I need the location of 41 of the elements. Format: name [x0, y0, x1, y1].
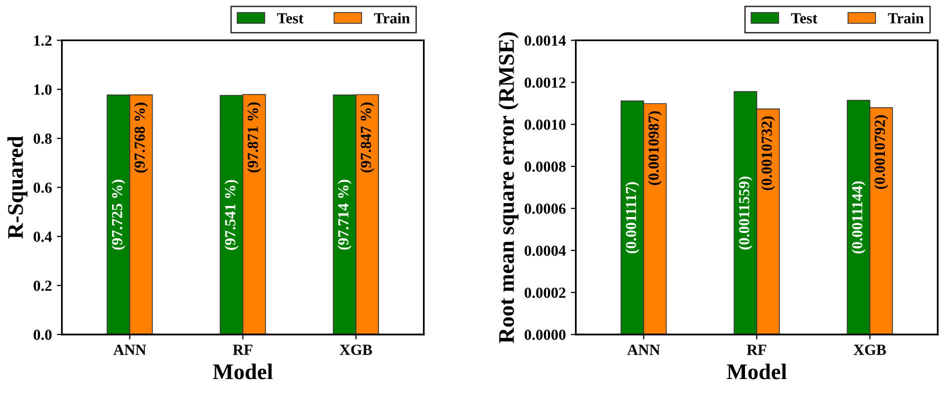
x-tick-label: XGB	[340, 344, 372, 355]
data-label: (0.0011117)	[625, 182, 640, 254]
x-tick-label: ANN	[113, 344, 146, 355]
legend-label: Test	[791, 13, 818, 24]
data-label: (97.714 %)	[338, 180, 352, 250]
y-tick-label: 0.0012	[524, 77, 566, 88]
y-tick-label: 0.6	[34, 182, 52, 193]
x-tick-label: RF	[746, 344, 766, 355]
data-label: (0.0010792)	[874, 115, 888, 189]
legend-label: Train	[374, 12, 410, 24]
y-tick-label: 0.0006	[524, 204, 566, 214]
y-tick-label: 0.0002	[524, 288, 566, 298]
y-tick-label: 0.0014	[524, 35, 566, 46]
data-label: (0.0011559)	[738, 176, 752, 250]
data-label: (0.0010987)	[648, 111, 662, 185]
x-tick-label: RF	[232, 344, 252, 355]
y-tick-label: 0.0000	[524, 330, 566, 340]
y-tick-label: 0.0010	[524, 119, 566, 130]
data-label: (97.725 %)	[112, 180, 126, 250]
x-tick-label: ANN	[627, 344, 660, 355]
legend-label: Train	[888, 12, 924, 24]
data-label: (97.768 %)	[134, 102, 148, 173]
x-tick-label: XGB	[854, 344, 886, 355]
y-tick-label: 0.8	[34, 134, 52, 144]
y-tick-label: 1.2	[34, 35, 52, 46]
y-tick-label: 0.0008	[524, 162, 566, 172]
x-axis-title: Model	[726, 364, 787, 380]
y-tick-label: 0.4	[34, 232, 52, 242]
y-tick-label: 0.0	[34, 330, 52, 340]
data-label: (0.0011144)	[852, 181, 866, 254]
data-label: (97.847 %)	[360, 102, 374, 172]
x-axis-title: Model	[212, 364, 273, 380]
data-label: (0.0010732)	[761, 116, 775, 190]
legend-label: Test	[277, 13, 304, 24]
y-axis-title: R-Squared	[7, 136, 28, 239]
y-tick-label: 0.0004	[524, 246, 566, 256]
y-axis-title: Root mean square error (RMSE)	[498, 32, 519, 344]
y-tick-label: 0.2	[34, 280, 52, 291]
y-tick-label: 1.0	[34, 84, 52, 95]
data-label: (97.871 %)	[247, 102, 262, 172]
data-label: (97.541 %)	[224, 180, 238, 250]
